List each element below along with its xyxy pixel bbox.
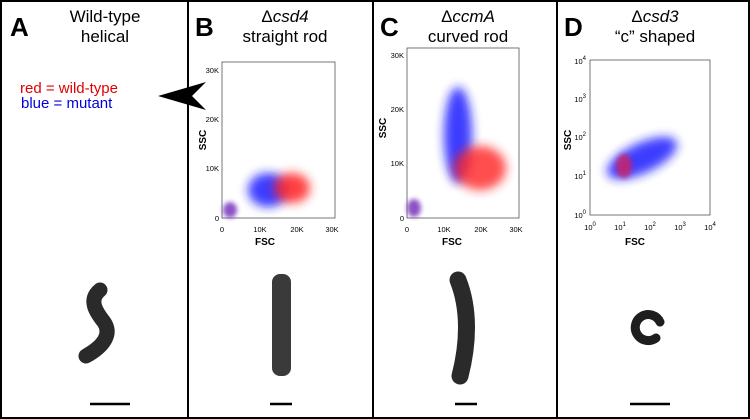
exponent: 3 (583, 94, 587, 100)
x-tick-label: 10K (437, 225, 450, 234)
exponent: 1 (583, 171, 587, 177)
x-tick-label: 102 (644, 222, 656, 232)
x-tick-label: 30K (325, 225, 338, 234)
y-ticks: 100 101 102 103 104 (574, 56, 586, 220)
y-axis-label: SSC (563, 130, 574, 151)
y-tick-label: 104 (574, 56, 586, 66)
y-axis-label: SSC (198, 130, 209, 151)
cell-image (78, 282, 115, 364)
y-tick-label: 10K (206, 164, 219, 173)
cloud-debris (407, 199, 421, 217)
cloud-debris (223, 202, 237, 218)
panel-title: Δcsd4 (261, 7, 308, 26)
plot-frame (589, 59, 711, 216)
y-tick-label: 0 (400, 214, 404, 223)
exponent: 3 (683, 222, 687, 228)
base: 10 (574, 211, 582, 220)
x-axis-label: FSC (442, 237, 462, 248)
exponent: 2 (583, 132, 587, 138)
panel-letter: C (380, 12, 399, 42)
delta: Δ (261, 7, 272, 26)
x-tick-label: 0 (220, 225, 224, 234)
gene: csd3 (643, 7, 679, 26)
x-tick-label: 30K (509, 225, 522, 234)
gene: ccmA (452, 7, 495, 26)
y-tick-label: 30K (206, 66, 219, 75)
x-tick-label: 103 (674, 222, 686, 232)
panel-c: C ΔccmA curved rod 0 10K 20K 30K 0 10K 2… (378, 7, 523, 406)
y-tick-label: 103 (574, 94, 586, 104)
base: 10 (704, 223, 712, 232)
y-tick-label: 101 (574, 171, 586, 181)
cloud-red (274, 173, 310, 203)
cloud-red (454, 146, 506, 190)
y-tick-label: 0 (215, 214, 219, 223)
plot-frame (221, 61, 336, 219)
panel-title: Wild-type (70, 7, 141, 26)
arrow (158, 82, 206, 110)
x-ticks: 100 101 102 103 104 (584, 222, 716, 232)
base: 10 (674, 223, 682, 232)
delta: Δ (441, 7, 452, 26)
panel-subtitle: helical (81, 27, 129, 46)
panel-subtitle: curved rod (428, 27, 508, 46)
base: 10 (574, 133, 582, 142)
base: 10 (584, 223, 592, 232)
gene: csd4 (273, 7, 309, 26)
exponent: 4 (583, 56, 587, 62)
cell-image (630, 310, 665, 346)
x-tick-label: 104 (704, 222, 716, 232)
base: 10 (614, 223, 622, 232)
x-axis-label: FSC (625, 237, 645, 248)
delta: Δ (631, 7, 642, 26)
y-tick-label: 102 (574, 132, 586, 142)
y-tick-label: 20K (391, 105, 404, 114)
cell-image (449, 271, 475, 385)
y-tick-label: 20K (206, 115, 219, 124)
base: 10 (574, 57, 582, 66)
panel-b: B Δcsd4 straight rod 0 10K 20K 30K 0 10K… (195, 7, 339, 406)
exponent: 4 (713, 222, 717, 228)
panel-a: A Wild-type helical red = wild-type blue… (10, 7, 206, 406)
panel-d: D Δcsd3 “c” shaped 100 101 102 103 104 1… (563, 7, 717, 406)
panel-title: Δcsd3 (631, 7, 679, 26)
base: 10 (574, 172, 582, 181)
panel-letter: D (564, 12, 583, 42)
x-tick-label: 20K (474, 225, 487, 234)
legend-red: red = wild-type (20, 80, 118, 97)
legend-blue: blue = mutant (21, 95, 113, 112)
panel-letter: B (195, 12, 214, 42)
y-tick-label: 30K (391, 51, 404, 60)
y-axis-label: SSC (378, 118, 389, 139)
panel-subtitle: straight rod (242, 27, 327, 46)
panel-letter: A (10, 12, 29, 42)
x-axis-label: FSC (255, 237, 275, 248)
base: 10 (574, 95, 582, 104)
cloud-red (616, 154, 632, 178)
x-tick-label: 0 (405, 225, 409, 234)
base: 10 (644, 223, 652, 232)
panel-title: ΔccmA (441, 7, 495, 26)
exponent: 1 (623, 222, 627, 228)
y-tick-label: 10K (391, 159, 404, 168)
x-tick-label: 100 (584, 222, 596, 232)
exponent: 0 (593, 222, 597, 228)
exponent: 0 (583, 210, 587, 216)
cell-image (272, 274, 291, 376)
exponent: 2 (653, 222, 657, 228)
panel-subtitle: “c” shaped (615, 27, 695, 46)
y-tick-label: 100 (574, 210, 586, 220)
x-tick-label: 101 (614, 222, 626, 232)
plot-frame (406, 47, 520, 219)
x-tick-label: 10K (253, 225, 266, 234)
x-tick-label: 20K (290, 225, 303, 234)
